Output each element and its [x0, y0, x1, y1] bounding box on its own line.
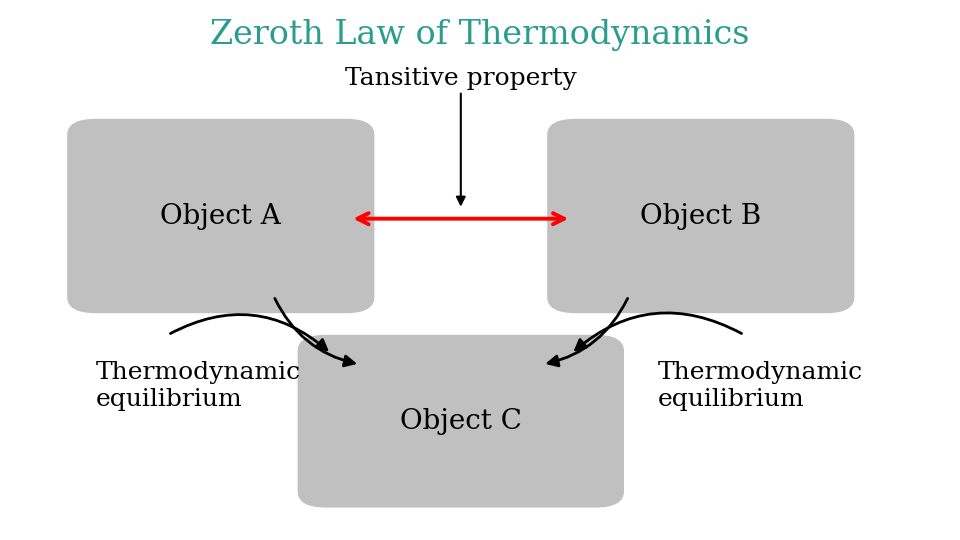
- Text: Zeroth Law of Thermodynamics: Zeroth Law of Thermodynamics: [210, 19, 750, 51]
- Text: Object B: Object B: [640, 202, 761, 230]
- Text: Object C: Object C: [400, 408, 521, 435]
- FancyBboxPatch shape: [298, 335, 624, 508]
- FancyBboxPatch shape: [67, 119, 374, 313]
- Text: Thermodynamic
equilibrium: Thermodynamic equilibrium: [96, 361, 301, 411]
- Text: Tansitive property: Tansitive property: [345, 67, 577, 90]
- FancyBboxPatch shape: [547, 119, 854, 313]
- Text: Object A: Object A: [160, 202, 281, 230]
- Text: Thermodynamic
equilibrium: Thermodynamic equilibrium: [658, 361, 863, 411]
